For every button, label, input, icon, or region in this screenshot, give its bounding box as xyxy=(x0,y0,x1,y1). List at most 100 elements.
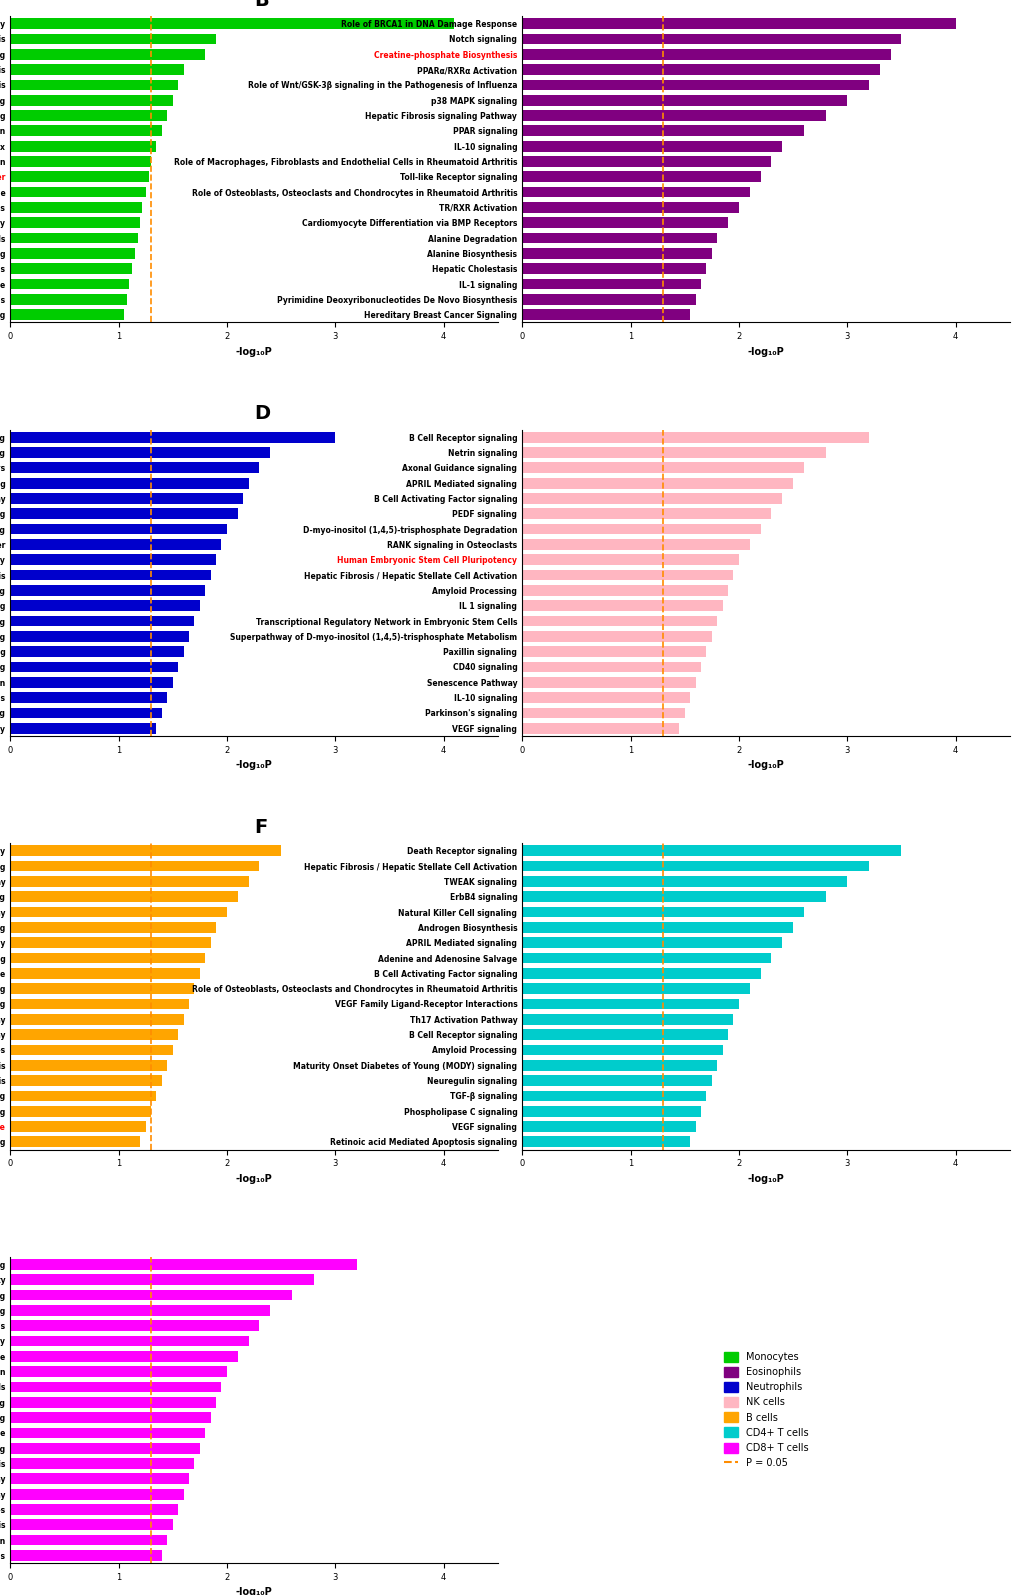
Bar xyxy=(522,171,760,182)
Bar xyxy=(10,1381,221,1392)
Bar xyxy=(522,632,711,641)
Bar xyxy=(522,49,890,59)
Bar xyxy=(10,1029,178,1040)
Bar xyxy=(522,217,728,228)
Bar xyxy=(522,478,793,488)
Bar xyxy=(522,247,711,258)
Bar xyxy=(522,845,901,857)
Bar xyxy=(10,432,335,442)
Bar xyxy=(522,922,793,933)
Bar xyxy=(10,1290,291,1300)
Bar xyxy=(10,1443,200,1453)
Bar xyxy=(10,247,135,258)
Bar xyxy=(522,33,901,45)
Bar xyxy=(522,187,749,198)
Bar xyxy=(522,156,770,167)
Bar xyxy=(10,922,216,933)
Bar xyxy=(10,187,146,198)
Bar xyxy=(10,708,162,718)
Bar xyxy=(10,171,149,182)
Bar xyxy=(10,968,200,979)
Bar xyxy=(10,1474,189,1485)
Bar xyxy=(522,906,803,917)
Bar xyxy=(10,110,167,121)
Bar xyxy=(522,968,760,979)
Bar xyxy=(10,1105,151,1116)
Bar xyxy=(10,126,162,136)
X-axis label: -log₁₀P: -log₁₀P xyxy=(747,761,784,770)
Bar xyxy=(10,983,195,994)
Bar xyxy=(10,1367,226,1376)
Bar xyxy=(10,478,249,488)
Bar xyxy=(10,1351,237,1362)
Bar xyxy=(10,1258,357,1270)
X-axis label: -log₁₀P: -log₁₀P xyxy=(747,346,784,357)
Bar xyxy=(522,616,716,627)
Bar xyxy=(10,279,129,289)
Bar xyxy=(10,309,124,321)
Bar xyxy=(10,1397,216,1408)
Bar xyxy=(10,140,156,152)
Bar xyxy=(10,447,270,458)
Bar xyxy=(10,523,226,534)
Bar xyxy=(522,263,706,274)
X-axis label: -log₁₀P: -log₁₀P xyxy=(235,1587,272,1595)
Bar xyxy=(10,493,243,504)
Bar xyxy=(10,1550,162,1562)
Bar xyxy=(10,64,183,75)
Bar xyxy=(522,708,684,718)
Bar xyxy=(10,49,205,59)
Bar xyxy=(10,1412,211,1423)
Bar xyxy=(522,203,738,212)
Bar xyxy=(10,509,237,518)
Bar xyxy=(10,1488,183,1499)
Bar xyxy=(522,1045,721,1056)
Bar xyxy=(10,1274,313,1286)
Bar xyxy=(522,18,955,29)
Bar xyxy=(10,233,138,244)
Bar xyxy=(522,892,824,903)
Bar xyxy=(10,845,281,857)
Bar xyxy=(522,463,803,474)
Bar xyxy=(10,616,195,627)
Bar xyxy=(522,293,695,305)
Bar xyxy=(10,203,143,212)
Bar xyxy=(10,293,127,305)
Bar xyxy=(522,1105,700,1116)
X-axis label: -log₁₀P: -log₁₀P xyxy=(747,1174,784,1183)
Bar xyxy=(10,676,172,687)
Bar xyxy=(10,861,259,871)
Bar xyxy=(522,938,782,947)
Bar xyxy=(522,309,690,321)
Bar xyxy=(522,126,803,136)
Bar xyxy=(10,463,259,474)
Bar xyxy=(10,938,211,947)
Bar xyxy=(522,1091,706,1101)
Bar xyxy=(10,876,249,887)
Bar xyxy=(10,569,211,581)
Bar xyxy=(522,600,721,611)
Bar xyxy=(10,998,189,1010)
Bar xyxy=(522,1014,733,1024)
Bar xyxy=(10,692,167,703)
Bar xyxy=(10,1045,172,1056)
Bar xyxy=(10,1121,146,1132)
Bar xyxy=(10,18,454,29)
Bar xyxy=(10,1091,156,1101)
Bar xyxy=(522,539,749,550)
Bar xyxy=(10,662,178,673)
Bar xyxy=(522,94,847,105)
Bar xyxy=(522,662,700,673)
Bar xyxy=(10,1335,249,1346)
Bar xyxy=(522,1137,690,1147)
Bar xyxy=(10,156,151,167)
X-axis label: -log₁₀P: -log₁₀P xyxy=(235,1174,272,1183)
Bar xyxy=(10,80,178,91)
Bar xyxy=(522,723,679,734)
Bar xyxy=(522,1121,695,1132)
X-axis label: -log₁₀P: -log₁₀P xyxy=(235,346,272,357)
Bar xyxy=(522,493,782,504)
Bar xyxy=(522,861,868,871)
Bar xyxy=(522,585,728,597)
Bar xyxy=(522,676,695,687)
